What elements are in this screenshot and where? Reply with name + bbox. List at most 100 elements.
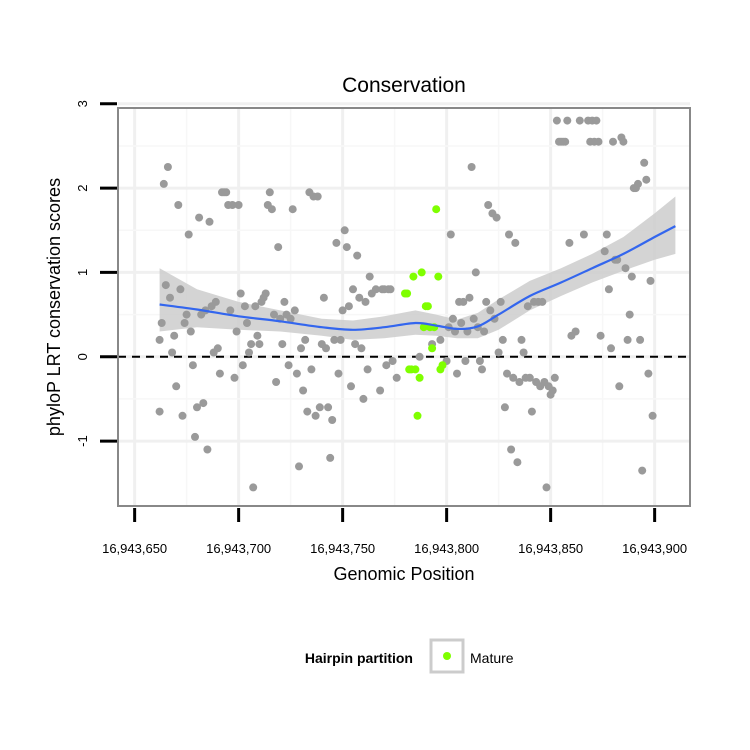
data-point-other <box>496 297 505 306</box>
data-point-other <box>342 243 351 252</box>
y-axis: -1 0 1 2 3 <box>75 100 117 447</box>
data-point-other <box>328 416 337 424</box>
data-point-other <box>349 285 357 294</box>
data-point-other <box>571 327 580 336</box>
data-point-other <box>155 335 164 344</box>
data-point-other <box>623 335 632 344</box>
data-point-other <box>648 411 657 420</box>
data-point-other <box>563 116 572 125</box>
data-point-other <box>548 386 557 395</box>
data-point-other <box>371 285 380 294</box>
data-point-other <box>226 306 235 315</box>
x-tick-label: 16,943,650 <box>102 541 167 556</box>
data-point-other <box>600 247 609 256</box>
legend: Hairpin partition Mature <box>305 638 514 674</box>
y-tick-label: 0 <box>75 353 90 360</box>
data-point-other <box>475 357 484 365</box>
data-point-other <box>172 382 181 391</box>
data-point-other <box>523 302 532 311</box>
data-point-other <box>509 373 518 382</box>
data-point-other <box>359 394 368 403</box>
x-axis-title: Genomic Position <box>333 564 474 584</box>
data-point-other <box>604 285 613 294</box>
data-point-other <box>482 297 491 306</box>
data-point-mature <box>423 302 432 311</box>
data-point-other <box>453 369 461 378</box>
data-point-other <box>222 188 231 197</box>
data-point-other <box>238 361 247 370</box>
data-point-other <box>436 335 445 344</box>
data-point-other <box>642 175 651 184</box>
data-point-other <box>415 352 424 361</box>
data-point-other <box>355 293 364 302</box>
confidence-band-area <box>159 196 676 340</box>
data-point-other <box>297 344 305 353</box>
confidence-band <box>159 196 676 340</box>
data-point-other <box>365 272 374 281</box>
data-point-other <box>211 297 220 306</box>
data-point-other <box>646 276 655 285</box>
data-point-other <box>357 344 366 353</box>
data-point-other <box>471 268 480 277</box>
data-point-other <box>255 340 264 349</box>
data-point-other <box>579 230 588 239</box>
data-point-other <box>334 369 343 378</box>
data-point-other <box>513 458 522 467</box>
data-point-other <box>457 319 466 327</box>
data-point-other <box>376 386 385 395</box>
y-tick-label: 3 <box>75 100 90 107</box>
data-point-other <box>361 297 370 306</box>
data-point-other <box>326 453 335 462</box>
data-point-other <box>517 335 526 344</box>
data-point-other <box>494 348 503 357</box>
data-point-other <box>168 348 177 357</box>
data-point-mature <box>411 365 420 374</box>
data-point-other <box>392 373 401 382</box>
data-point-other <box>205 217 214 226</box>
data-point-other <box>284 361 293 370</box>
mature-points <box>401 205 447 420</box>
data-point-other <box>155 407 164 416</box>
data-point-other <box>507 445 516 454</box>
legend-title: Hairpin partition <box>305 650 413 666</box>
data-point-other <box>607 344 615 353</box>
x-tick-label: 16,943,750 <box>310 541 375 556</box>
data-point-other <box>330 335 339 344</box>
data-point-mature <box>438 361 447 370</box>
data-point-other <box>386 285 395 294</box>
data-point-other <box>272 378 281 386</box>
data-point-other <box>299 386 308 395</box>
data-point-other <box>511 238 520 247</box>
data-point-other <box>480 327 489 336</box>
data-point-other <box>191 432 199 441</box>
data-point-other <box>565 238 574 247</box>
data-point-other <box>234 201 243 209</box>
data-point-other <box>519 348 528 357</box>
data-point-other <box>625 310 634 319</box>
legend-mature-label: Mature <box>470 650 514 666</box>
data-point-other <box>157 319 166 327</box>
data-point-other <box>295 462 303 471</box>
data-point-other <box>636 335 645 344</box>
data-point-other <box>178 411 187 420</box>
data-point-other <box>213 344 222 353</box>
smooth-curve <box>159 225 676 331</box>
data-point-other <box>363 365 372 374</box>
data-point-other <box>640 158 649 167</box>
y-tick-label: 1 <box>75 269 90 276</box>
x-tick-label: 16,943,900 <box>622 541 687 556</box>
data-point-other <box>303 407 312 416</box>
data-point-other <box>251 302 260 311</box>
data-point-other <box>193 403 201 412</box>
data-point-other <box>236 289 245 298</box>
data-point-other <box>315 403 324 412</box>
data-point-other <box>338 306 347 315</box>
data-point-other <box>561 137 570 146</box>
data-point-other <box>166 293 174 302</box>
data-point-other <box>245 348 253 357</box>
data-point-other <box>261 289 270 298</box>
data-point-other <box>253 331 262 340</box>
data-point-other <box>319 293 328 302</box>
other-points <box>155 116 657 492</box>
